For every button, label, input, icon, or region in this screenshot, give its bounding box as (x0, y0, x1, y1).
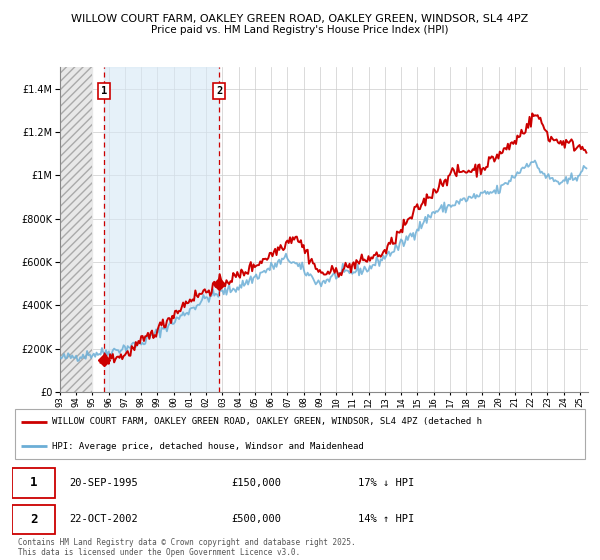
Text: HPI: Average price, detached house, Windsor and Maidenhead: HPI: Average price, detached house, Wind… (52, 442, 364, 451)
Text: £150,000: £150,000 (231, 478, 281, 488)
Text: £500,000: £500,000 (231, 515, 281, 524)
Text: 2: 2 (216, 86, 223, 96)
Text: 14% ↑ HPI: 14% ↑ HPI (358, 515, 414, 524)
Text: Contains HM Land Registry data © Crown copyright and database right 2025.
This d: Contains HM Land Registry data © Crown c… (18, 538, 355, 557)
FancyBboxPatch shape (15, 409, 585, 459)
Text: 20-SEP-1995: 20-SEP-1995 (70, 478, 139, 488)
Text: WILLOW COURT FARM, OAKLEY GREEN ROAD, OAKLEY GREEN, WINDSOR, SL4 4PZ: WILLOW COURT FARM, OAKLEY GREEN ROAD, OA… (71, 14, 529, 24)
Text: Price paid vs. HM Land Registry's House Price Index (HPI): Price paid vs. HM Land Registry's House … (151, 25, 449, 35)
Text: WILLOW COURT FARM, OAKLEY GREEN ROAD, OAKLEY GREEN, WINDSOR, SL4 4PZ (detached h: WILLOW COURT FARM, OAKLEY GREEN ROAD, OA… (52, 417, 482, 426)
Text: 1: 1 (30, 477, 37, 489)
Text: 1: 1 (101, 86, 107, 96)
Text: 17% ↓ HPI: 17% ↓ HPI (358, 478, 414, 488)
Text: 2: 2 (30, 513, 37, 526)
FancyBboxPatch shape (12, 505, 55, 534)
FancyBboxPatch shape (12, 468, 55, 498)
Text: 22-OCT-2002: 22-OCT-2002 (70, 515, 139, 524)
